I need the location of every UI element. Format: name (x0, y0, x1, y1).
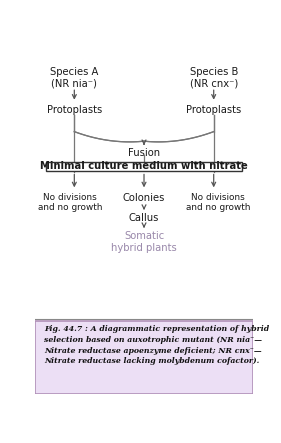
Text: No divisions
and no growth: No divisions and no growth (38, 193, 102, 212)
Text: Protoplasts: Protoplasts (47, 105, 102, 115)
Text: Species A
(NR nia⁻): Species A (NR nia⁻) (50, 67, 99, 89)
Text: Protoplasts: Protoplasts (186, 105, 241, 115)
Text: No divisions
and no growth: No divisions and no growth (186, 193, 250, 212)
Text: Minimal culture medium with nitrate: Minimal culture medium with nitrate (40, 161, 248, 171)
Text: Somatic
hybrid plants: Somatic hybrid plants (111, 231, 177, 253)
Text: Species B
(NR cnx⁻): Species B (NR cnx⁻) (189, 67, 238, 89)
Text: Fig. 44.7 : A diagrammatic representation of hybrid
selection based on auxotroph: Fig. 44.7 : A diagrammatic representatio… (44, 325, 269, 365)
Bar (46, 162, 242, 171)
Text: Fusion: Fusion (128, 148, 160, 158)
Text: Colonies: Colonies (123, 193, 165, 203)
Text: Callus: Callus (129, 213, 159, 223)
Bar (35, 321, 253, 394)
